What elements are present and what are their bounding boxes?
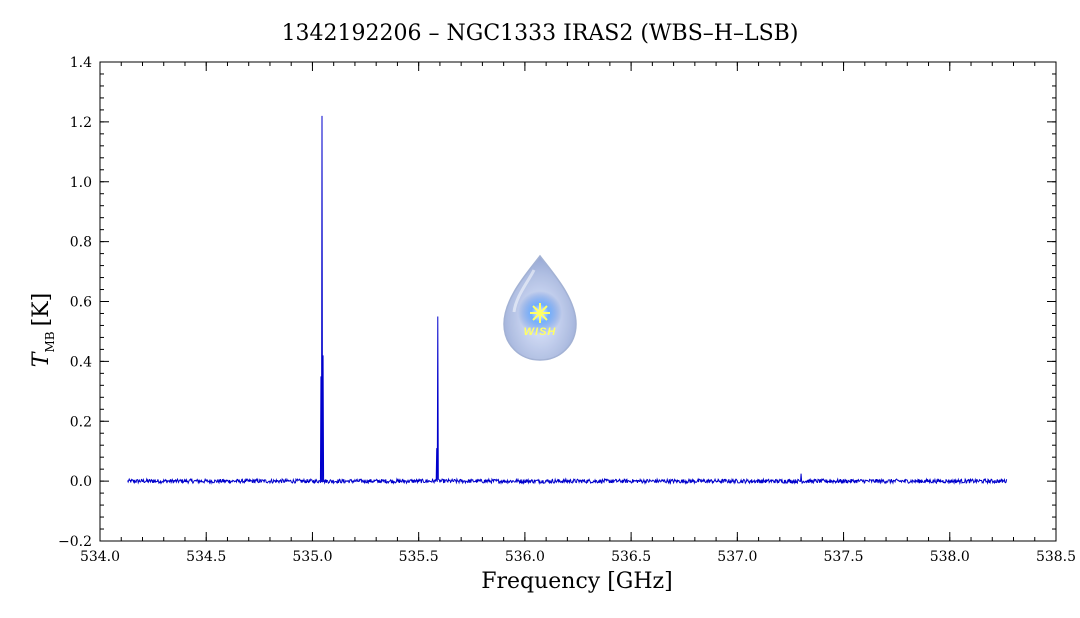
chart-title: 1342192206 – NGC1333 IRAS2 (WBS–H–LSB) <box>282 21 799 46</box>
x-tick-label: 534.0 <box>80 549 120 565</box>
x-tick-label: 538.5 <box>1036 549 1076 565</box>
y-tick-label: 0.8 <box>70 235 92 251</box>
x-tick-label: 535.5 <box>399 549 439 565</box>
y-axis-symbol: T <box>29 350 54 367</box>
x-tick-label: 537.0 <box>717 549 757 565</box>
y-tick-label: 0.0 <box>70 474 92 490</box>
y-tick-label: 1.2 <box>70 115 92 131</box>
y-tick-label: −0.2 <box>58 534 92 550</box>
y-tick-label: 0.4 <box>70 354 92 370</box>
x-tick-label: 534.5 <box>186 549 226 565</box>
y-tick-label: 0.2 <box>70 414 92 430</box>
wish-logo-text: WISH <box>524 326 557 338</box>
y-axis-subscript: MB <box>43 331 57 352</box>
axis-ticks <box>99 61 1057 542</box>
x-tick-label: 538.0 <box>930 549 970 565</box>
y-tick-label: 1.4 <box>70 55 92 71</box>
y-tick-label: 0.6 <box>70 295 92 311</box>
x-tick-label: 537.5 <box>824 549 864 565</box>
plot-frame <box>99 61 1057 542</box>
x-tick-label: 536.5 <box>611 549 651 565</box>
x-tick-labels: 534.0 534.5 535.0 535.5 536.0 536.5 537.0 537.5… <box>80 549 1076 565</box>
x-tick-label: 536.0 <box>505 549 545 565</box>
spectrum-line <box>127 115 1008 486</box>
y-tick-labels: −0.2 0.0 0.2 0.4 0.6 0.8 1.0 1.2 1.4 <box>58 55 92 550</box>
x-tick-label: 535.0 <box>292 549 332 565</box>
y-axis-label: TMB [K] <box>29 293 57 367</box>
wish-logo: WISH <box>503 254 577 361</box>
svg-text:TMB[K]: TMB [K] <box>29 293 57 367</box>
x-axis-label: Frequency [GHz] <box>481 569 673 594</box>
y-tick-label: 1.0 <box>70 175 92 191</box>
y-axis-unit: [K] <box>29 293 54 327</box>
star-icon <box>530 303 550 323</box>
